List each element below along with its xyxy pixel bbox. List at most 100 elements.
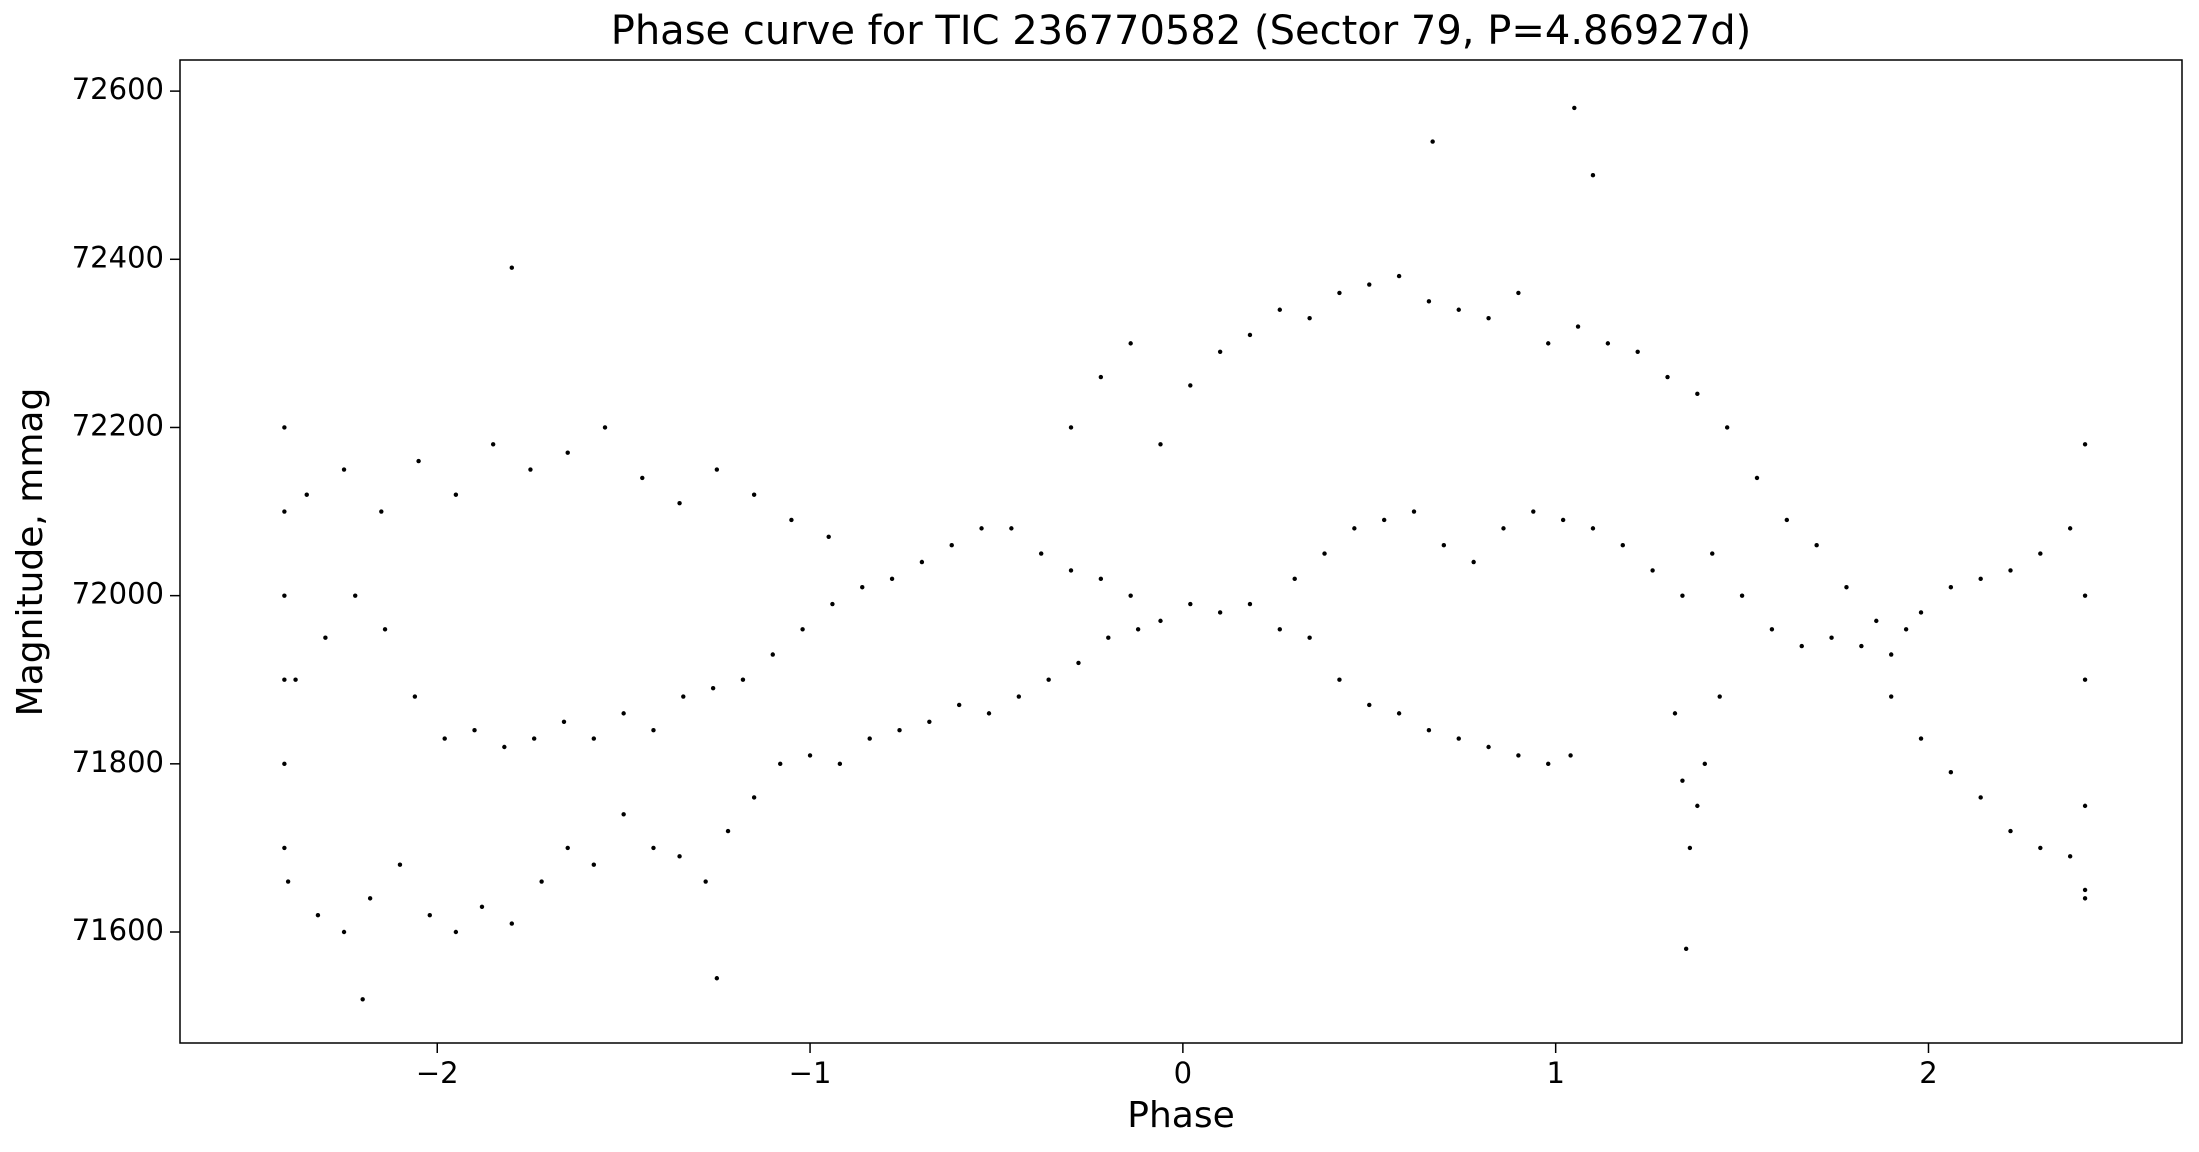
data-point: [1844, 585, 1849, 590]
data-point: [927, 719, 932, 724]
data-point: [1128, 593, 1133, 598]
data-point: [591, 862, 597, 867]
data-point: [416, 458, 421, 464]
data-point: [1456, 736, 1461, 741]
data-point: [1889, 652, 1894, 657]
data-point: [1247, 601, 1253, 607]
data-point: [725, 828, 731, 834]
data-point: [703, 879, 708, 884]
data-point: [353, 593, 358, 598]
data-point: [1009, 526, 1014, 531]
data-point: [1046, 677, 1051, 682]
x-tick-label: 0: [1174, 1056, 1192, 1090]
data-point: [1695, 391, 1700, 397]
data-point: [2038, 551, 2043, 556]
data-point: [1516, 753, 1521, 758]
data-point: [1307, 315, 1312, 321]
data-point: [397, 862, 403, 867]
data-point: [2082, 803, 2088, 809]
data-point: [1717, 694, 1722, 699]
data-point: [1128, 341, 1133, 346]
data-point: [1106, 635, 1111, 640]
data-point: [2008, 828, 2013, 834]
data-point: [621, 711, 626, 716]
data-point: [1710, 551, 1715, 556]
data-point: [282, 425, 287, 430]
data-point: [1739, 593, 1745, 598]
data-point: [479, 904, 485, 909]
data-point: [651, 845, 656, 851]
data-point: [1814, 542, 1819, 548]
data-point: [1724, 425, 1730, 430]
data-point: [528, 467, 533, 472]
data-point: [714, 467, 720, 472]
data-point: [710, 685, 716, 691]
data-point: [677, 500, 682, 506]
data-point: [949, 542, 954, 548]
data-point: [561, 719, 567, 724]
data-point: [681, 694, 686, 699]
data-point: [2067, 854, 2073, 859]
data-point: [1516, 290, 1521, 296]
data-point: [1277, 627, 1282, 632]
data-point: [1501, 526, 1506, 531]
data-point: [1605, 341, 1611, 346]
data-point: [1396, 711, 1402, 716]
data-point: [1098, 374, 1104, 380]
data-point: [1695, 803, 1700, 809]
data-point: [1430, 139, 1435, 144]
y-tick-label: 72600: [72, 72, 164, 106]
data-point: [1799, 643, 1804, 649]
data-point: [1456, 307, 1461, 312]
data-point: [1635, 349, 1640, 354]
data-point: [1572, 105, 1577, 111]
data-point: [1337, 290, 1342, 296]
data-point: [453, 492, 459, 497]
data-point: [442, 736, 447, 741]
data-point: [956, 702, 962, 708]
data-point: [751, 795, 757, 800]
data-point: [1874, 618, 1879, 624]
data-point: [1948, 585, 1954, 590]
x-tick-label: −1: [789, 1056, 832, 1090]
data-point: [2082, 887, 2088, 893]
data-point: [1620, 542, 1625, 548]
data-point: [1247, 332, 1253, 338]
y-tick-label: 72200: [72, 408, 164, 442]
data-point: [2082, 896, 2088, 901]
data-point: [382, 627, 388, 632]
data-point: [591, 736, 597, 741]
data-point: [979, 526, 984, 531]
data-point: [602, 425, 608, 430]
data-point: [1918, 610, 1924, 615]
data-point: [807, 753, 813, 758]
data-point: [1784, 517, 1790, 523]
y-tick-label: 71800: [72, 745, 164, 779]
data-point: [1068, 425, 1074, 430]
data-point: [1486, 315, 1491, 321]
data-point: [509, 265, 515, 270]
data-point: [509, 921, 515, 926]
data-point: [897, 727, 902, 733]
data-point: [1322, 551, 1327, 556]
data-point: [1486, 744, 1491, 750]
data-point: [2038, 845, 2043, 851]
data-point: [2082, 677, 2088, 682]
data-point: [285, 879, 291, 884]
data-point: [1217, 610, 1223, 615]
data-point: [1188, 383, 1193, 388]
plot-frame: [179, 59, 2183, 1044]
data-point: [826, 534, 831, 539]
data-point: [1687, 845, 1693, 851]
data-point: [1560, 517, 1566, 523]
chart-title: Phase curve for TIC 236770582 (Sector 79…: [611, 8, 1752, 54]
data-point: [1277, 307, 1282, 312]
data-point: [1568, 753, 1573, 758]
data-point: [1672, 711, 1678, 716]
data-point: [2008, 568, 2013, 573]
data-point: [1948, 770, 1954, 775]
data-point: [986, 711, 992, 716]
data-point: [740, 677, 746, 682]
data-point: [293, 677, 298, 682]
data-point: [919, 559, 925, 565]
